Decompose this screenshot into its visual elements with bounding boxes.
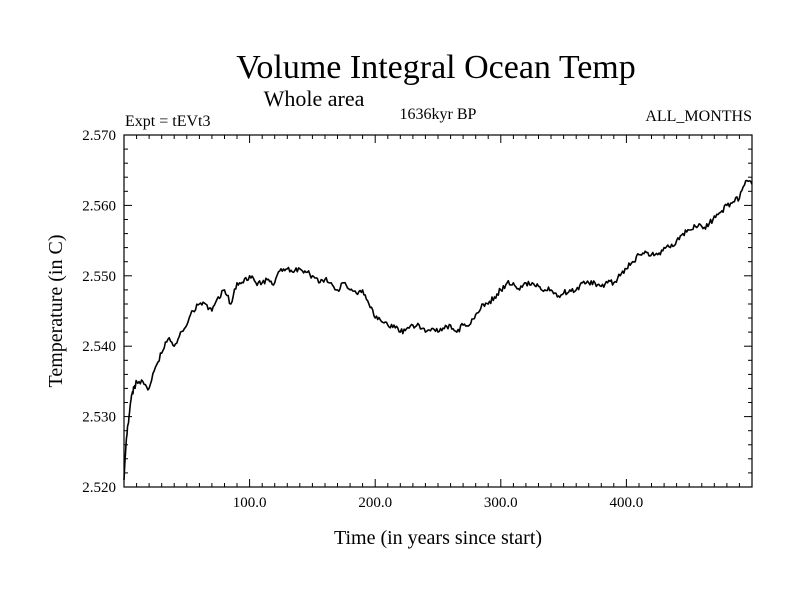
y-tick-label: 2.530 <box>82 410 116 426</box>
y-tick-label: 2.550 <box>82 269 116 285</box>
y-tick-label: 2.520 <box>82 480 116 496</box>
chart-title: Volume Integral Ocean Temp <box>236 49 636 86</box>
y-tick-label: 2.570 <box>82 128 116 144</box>
plot-frame <box>123 134 753 488</box>
y-tick-label: 2.560 <box>82 198 116 214</box>
temperature-series-line <box>123 179 753 481</box>
x-tick-labels: 100.0 200.0 300.0 400.0 <box>233 495 644 511</box>
x-tick-label: 400.0 <box>610 495 644 511</box>
x-tick-label: 100.0 <box>233 495 267 511</box>
x-axis-label: Time (in years since start) <box>334 527 542 549</box>
axis-ticks <box>124 135 752 487</box>
period-label: 1636kyr BP <box>400 106 477 123</box>
x-tick-label: 300.0 <box>484 495 518 511</box>
y-axis-label: Temperature (in C) <box>45 235 67 388</box>
chart-subtitle: Whole area <box>264 86 365 111</box>
y-tick-label: 2.540 <box>82 339 116 355</box>
experiment-label: Expt = tEVt3 <box>125 113 210 130</box>
y-tick-labels: 2.520 2.530 2.540 2.550 2.560 2.570 <box>82 128 116 496</box>
x-tick-label: 200.0 <box>358 495 392 511</box>
months-label: ALL_MONTHS <box>645 108 752 125</box>
